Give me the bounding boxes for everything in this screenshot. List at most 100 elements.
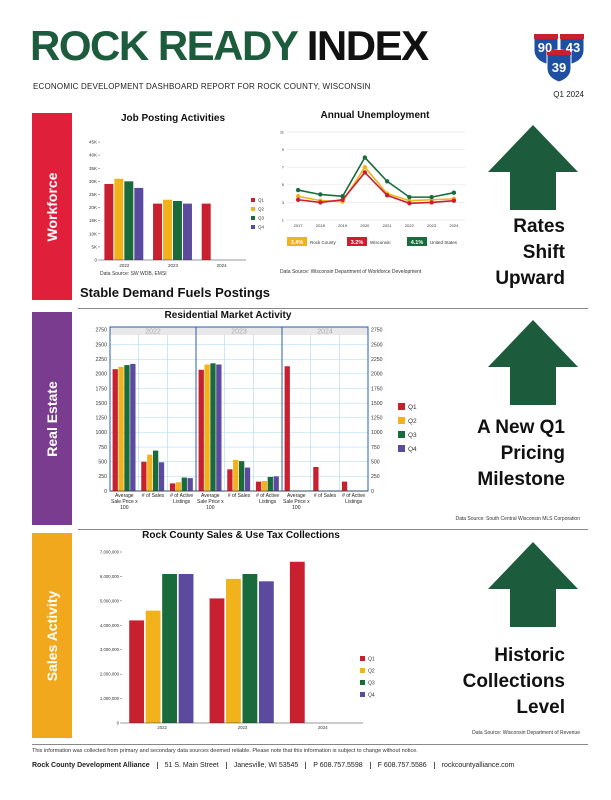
- x-tick-label: 2023: [168, 263, 179, 268]
- subtitle: ECONOMIC DEVELOPMENT DASHBOARD REPORT FO…: [33, 82, 371, 91]
- website: rockcountyalliance.com: [433, 762, 522, 769]
- bar: [267, 476, 273, 491]
- legend-swatch: [251, 216, 255, 220]
- bar: [129, 620, 145, 723]
- headline-line: Shift: [522, 242, 565, 263]
- bar: [284, 366, 290, 491]
- legend-swatch: [398, 403, 405, 410]
- x-tick-label: 2022: [405, 223, 415, 228]
- bar: [255, 481, 262, 491]
- chart: Annual Unemployment 1 3 5 7 9 11 2017 2018 2019 20…: [280, 110, 465, 275]
- legend-swatch: [251, 225, 255, 229]
- x-label-box: # of Sales: [141, 493, 165, 499]
- bar: [261, 481, 268, 491]
- bar: [124, 181, 134, 260]
- chart-title: Residential Market Activity: [165, 310, 292, 321]
- legend-label: Q2: [368, 668, 375, 674]
- bar: [209, 598, 225, 723]
- y-tick-label: 1500: [371, 401, 383, 407]
- legend-swatch: [360, 692, 365, 697]
- y-tick-label: 2,000,000: [100, 672, 120, 677]
- point: [451, 190, 457, 195]
- point: [384, 193, 390, 198]
- city: Janesville, WI 53545: [225, 762, 306, 769]
- legend-label: Q1: [258, 197, 265, 202]
- x-tick-label: # of Active Listings: [170, 493, 194, 505]
- y-tick-label: 15K: [89, 218, 97, 223]
- series-line: [297, 165, 454, 203]
- headline-line: Pricing: [500, 443, 565, 464]
- up-arrow: [488, 320, 578, 405]
- section-label: Real Estate: [44, 380, 60, 457]
- y-tick-label: 2750: [371, 328, 383, 334]
- legend-swatch: [251, 198, 255, 202]
- legend-label: Q1: [408, 404, 417, 411]
- bar: [258, 581, 274, 723]
- legend-swatch: [287, 237, 307, 246]
- x-label-box: # of Sales: [314, 493, 336, 499]
- legend-value: 4.1%: [411, 240, 424, 246]
- bar: [118, 366, 124, 491]
- title-part: ROCK READY: [30, 22, 298, 69]
- bar: [169, 483, 176, 491]
- data-source: Data Source: SW WDB, EMSI: [100, 271, 167, 277]
- y-tick-label: 750: [98, 445, 107, 451]
- bar: [182, 203, 192, 260]
- headline: Historic Collections Level: [430, 643, 565, 721]
- bar: [273, 476, 279, 491]
- legend-swatch: [251, 207, 255, 211]
- legend-swatch: [407, 237, 427, 246]
- bar: [147, 454, 153, 491]
- data-source: Data Source: Wisconsin Department of Rev…: [472, 730, 580, 736]
- y-tick-label: 1750: [371, 386, 383, 392]
- legend-swatch: [347, 237, 367, 246]
- point: [318, 200, 323, 205]
- y-tick-label: 750: [371, 445, 380, 451]
- y-tick-label: 45K: [89, 140, 97, 145]
- point: [362, 165, 368, 170]
- y-tick-label: 2000: [95, 372, 107, 378]
- bar: [162, 573, 177, 723]
- legend-swatch: [360, 680, 365, 685]
- y-tick-label: 9: [282, 147, 285, 152]
- bar: [181, 477, 187, 491]
- x-tick-label: 2024: [449, 223, 459, 228]
- group-label: 2024: [317, 329, 333, 336]
- section-label: Workforce: [44, 172, 60, 241]
- y-tick-label: 500: [371, 460, 380, 466]
- y-tick-label: 2250: [371, 357, 383, 363]
- x-tick-label: 2020: [360, 223, 370, 228]
- x-tick-label: # of Active Listings: [342, 493, 366, 505]
- y-tick-label: 0: [117, 721, 120, 726]
- bar: [134, 187, 144, 260]
- x-tick-label: # of Sales: [141, 493, 165, 499]
- x-tick-label: 2021: [383, 223, 393, 228]
- group-frame: [281, 326, 369, 492]
- bar: [153, 450, 159, 491]
- x-tick-label: 2023: [238, 725, 248, 730]
- y-tick-label: 40K: [89, 153, 97, 158]
- bar: [210, 363, 216, 491]
- x-tick-label: 2018: [316, 223, 326, 228]
- y-tick-label: 3,000,000: [100, 647, 120, 652]
- chart: Residential Market Activity 0 0 250 250 500 50…: [95, 310, 580, 522]
- x-tick-label: 2023: [427, 223, 437, 228]
- x-label-box: # of Sales: [228, 493, 250, 499]
- point: [295, 194, 301, 199]
- x-label-box: Average Sale Price x 100: [111, 493, 138, 511]
- bar: [173, 201, 182, 260]
- x-tick-label: 2022: [157, 725, 167, 730]
- section-band: Real Estate: [32, 312, 72, 525]
- y-tick-label: 1000: [95, 430, 107, 436]
- group-header: [282, 327, 368, 335]
- y-tick-label: 30K: [89, 179, 97, 184]
- bar: [114, 178, 124, 260]
- address: 51 S. Main Street: [156, 762, 226, 769]
- legend-value: 3.4%: [291, 240, 304, 246]
- legend-swatch: [360, 656, 365, 661]
- point: [407, 201, 412, 206]
- point: [340, 194, 345, 199]
- headline-line: Rates: [513, 216, 565, 237]
- legend-label: Q4: [368, 692, 375, 698]
- point: [429, 200, 434, 205]
